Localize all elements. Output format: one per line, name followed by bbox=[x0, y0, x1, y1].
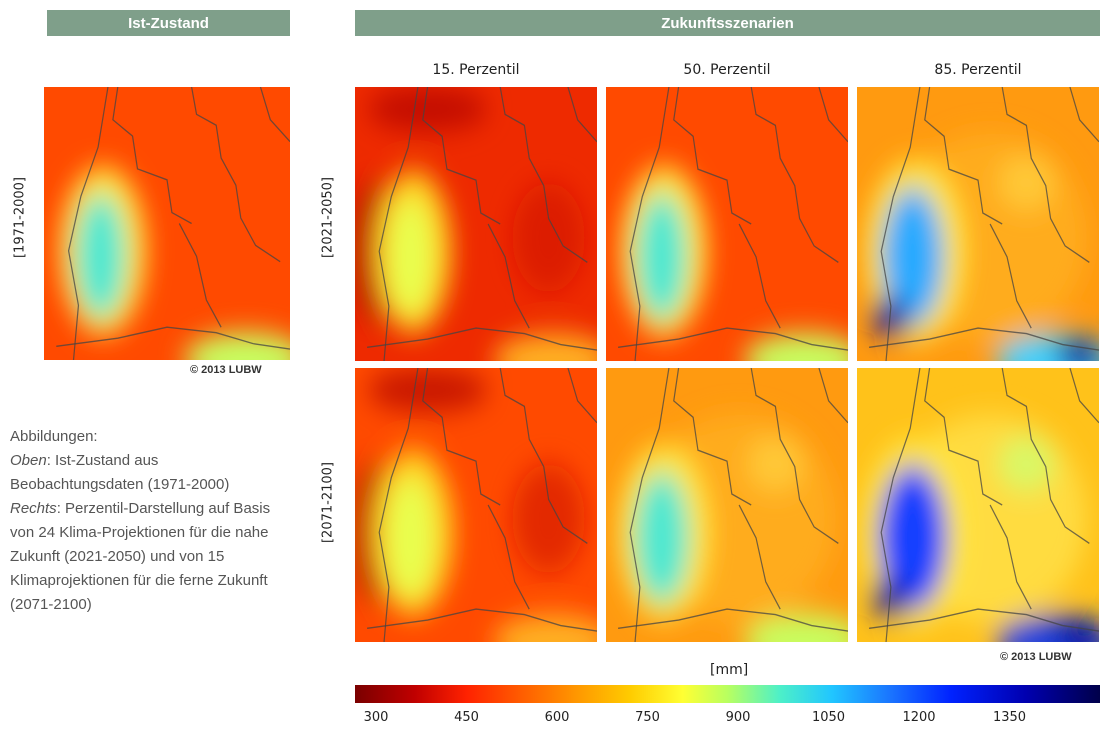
colorbar-tick-label: 750 bbox=[635, 710, 660, 725]
row-label-baseline: [1971-2000] bbox=[12, 177, 28, 259]
caption-oben: Oben: Ist-Zustand aus Beobachtungsdaten … bbox=[10, 452, 230, 493]
precipitation-map bbox=[857, 368, 1099, 642]
banner-ist-zustand: Ist-Zustand bbox=[47, 10, 290, 36]
row-label-near-future: [2021-2050] bbox=[320, 177, 336, 259]
caption-heading: Abbildungen: bbox=[10, 428, 98, 445]
banner-zukunftsszenarien: Zukunftsszenarien bbox=[355, 10, 1100, 36]
colorbar-tick-label: 300 bbox=[363, 710, 389, 725]
column-title-85: 85. Perzentil bbox=[934, 62, 1022, 78]
map-2071-2100-p15 bbox=[355, 368, 597, 642]
column-title-50: 50. Perzentil bbox=[683, 62, 771, 78]
colorbar bbox=[355, 685, 1100, 703]
map-2021-2050-p50 bbox=[606, 87, 848, 361]
precipitation-map bbox=[606, 87, 848, 361]
map-baseline-1971-2000 bbox=[44, 87, 290, 360]
precipitation-map bbox=[355, 87, 597, 361]
precipitation-map bbox=[44, 87, 290, 360]
caption-rechts: Rechts: Perzentil-Darstellung auf Basis … bbox=[10, 500, 271, 613]
row-label-far-future: [2071-2100] bbox=[320, 462, 336, 544]
copyright-scenarios: © 2013 LUBW bbox=[1000, 651, 1072, 663]
colorbar-tick-label: 1350 bbox=[992, 710, 1027, 725]
figure-caption: Abbildungen: Oben: Ist-Zustand aus Beoba… bbox=[10, 425, 290, 617]
precipitation-map bbox=[355, 368, 597, 642]
map-2071-2100-p85 bbox=[857, 368, 1099, 642]
map-2071-2100-p50 bbox=[606, 368, 848, 642]
precipitation-map bbox=[606, 368, 848, 642]
colorbar-tick-label: 450 bbox=[454, 710, 479, 725]
precipitation-map bbox=[857, 87, 1099, 361]
map-2021-2050-p85 bbox=[857, 87, 1099, 361]
colorbar-unit: [mm] bbox=[710, 662, 749, 678]
colorbar-tick-label: 1050 bbox=[811, 710, 846, 725]
colorbar-tick-label: 600 bbox=[544, 710, 570, 725]
column-title-15: 15. Perzentil bbox=[432, 62, 520, 78]
copyright-baseline: © 2013 LUBW bbox=[190, 364, 262, 376]
map-2021-2050-p15 bbox=[355, 87, 597, 361]
colorbar-tick-label: 1200 bbox=[902, 710, 936, 725]
colorbar-tick-label: 900 bbox=[725, 710, 751, 725]
